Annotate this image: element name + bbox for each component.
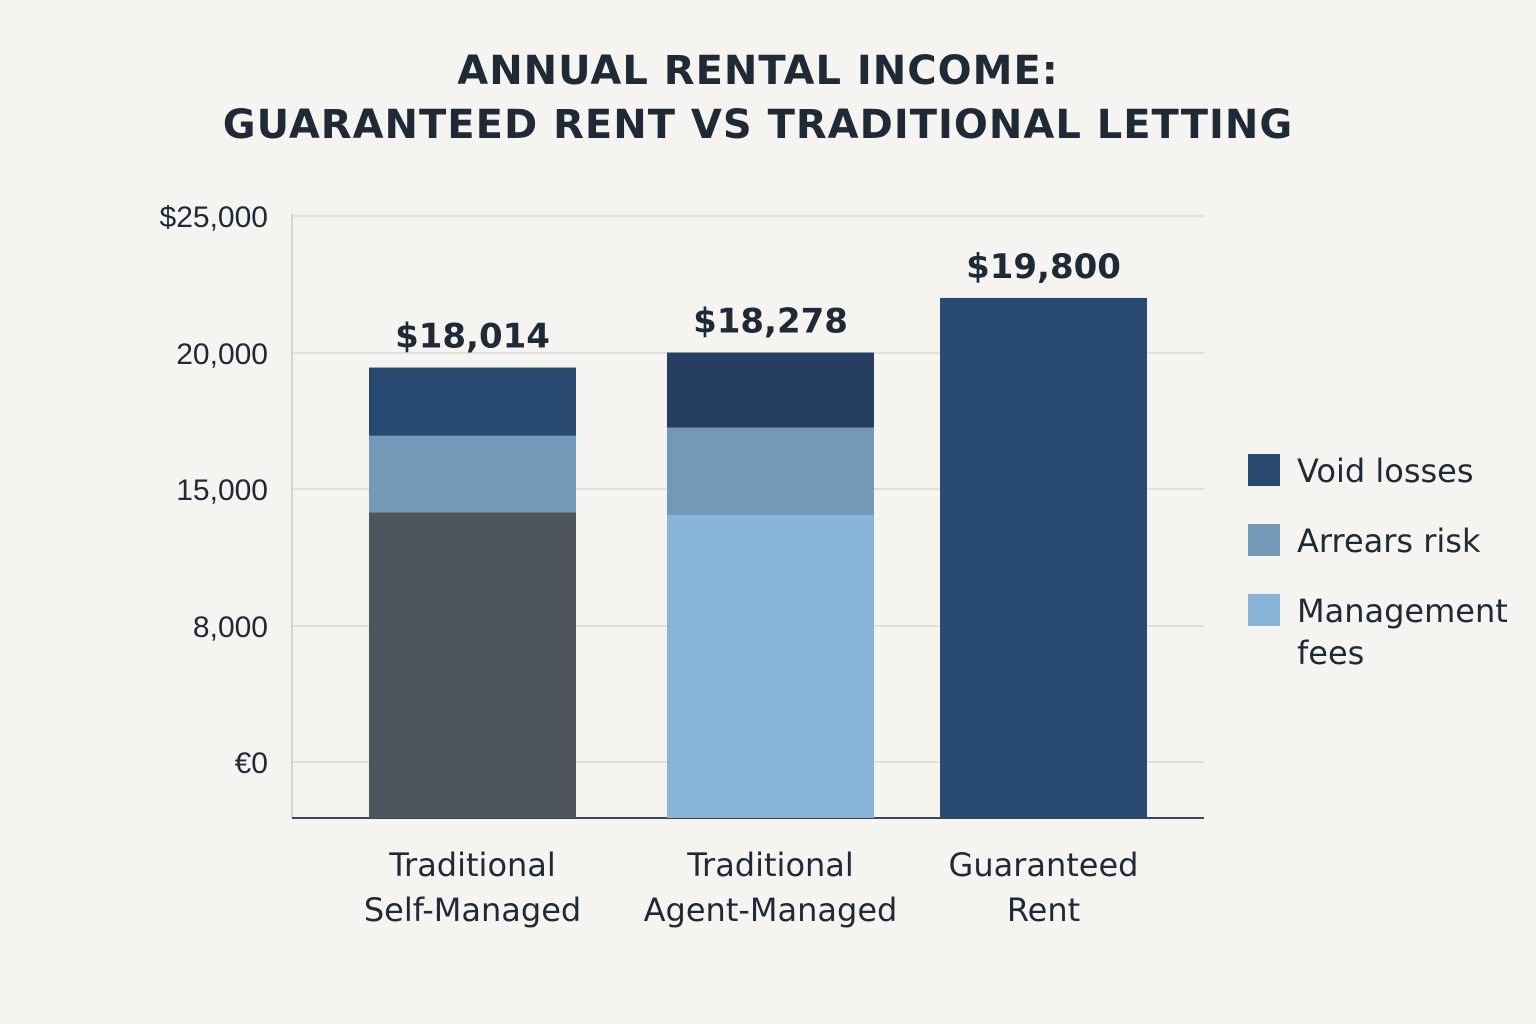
bar-segment (667, 427, 874, 515)
bar-total-labels: $18,014 $18,278 $19,800 (395, 247, 1121, 357)
bar-segment (369, 512, 576, 818)
bar-segment (369, 367, 576, 436)
bar-segment (369, 435, 576, 513)
bars (369, 297, 1147, 818)
legend-label-void-losses: Void losses (1297, 452, 1474, 490)
bar-segment (667, 514, 874, 818)
y-axis-tick-labels: €0 8,000 15,000 20,000 $25,000 (160, 201, 268, 780)
y-tick-label: €0 (235, 747, 268, 780)
legend-swatch-void-losses (1248, 454, 1280, 486)
bar-total-label: $19,800 (966, 247, 1121, 287)
legend-item-void-losses: Void losses (1248, 450, 1528, 492)
bar-segment (940, 297, 1147, 818)
bar-segment (667, 352, 874, 428)
category-label: Traditional (388, 846, 556, 884)
legend-label-management-fees: Management fees (1297, 592, 1508, 672)
legend: Void losses Arrears risk Management fees (1248, 450, 1528, 702)
y-tick-label: $25,000 (160, 201, 268, 234)
category-label: Rent (1007, 891, 1080, 929)
category-label: Guaranteed (949, 846, 1139, 884)
category-label: Traditional (686, 846, 854, 884)
chart-title: ANNUAL RENTAL INCOME: GUARANTEED RENT VS… (0, 44, 1516, 152)
legend-swatch-arrears-risk (1248, 524, 1280, 556)
category-label: Agent-Managed (644, 891, 898, 929)
category-labels: Traditional Self-Managed Traditional Agent-… (364, 846, 1139, 929)
y-tick-label: 20,000 (176, 338, 268, 371)
legend-item-arrears-risk: Arrears risk (1248, 520, 1528, 562)
category-label: Self-Managed (364, 891, 581, 929)
chart-title-line-2: GUARANTEED RENT VS TRADITIONAL LETTING (222, 102, 1294, 148)
y-tick-label: 8,000 (193, 611, 268, 644)
y-tick-label: 15,000 (176, 474, 268, 507)
bar-total-label: $18,278 (693, 302, 848, 342)
chart-title-line-1: ANNUAL RENTAL INCOME: (457, 48, 1059, 94)
legend-swatch-management-fees (1248, 594, 1280, 626)
bar-total-label: $18,014 (395, 317, 550, 357)
legend-label-arrears-risk: Arrears risk (1297, 522, 1481, 560)
legend-item-management-fees: Management fees (1248, 590, 1528, 674)
